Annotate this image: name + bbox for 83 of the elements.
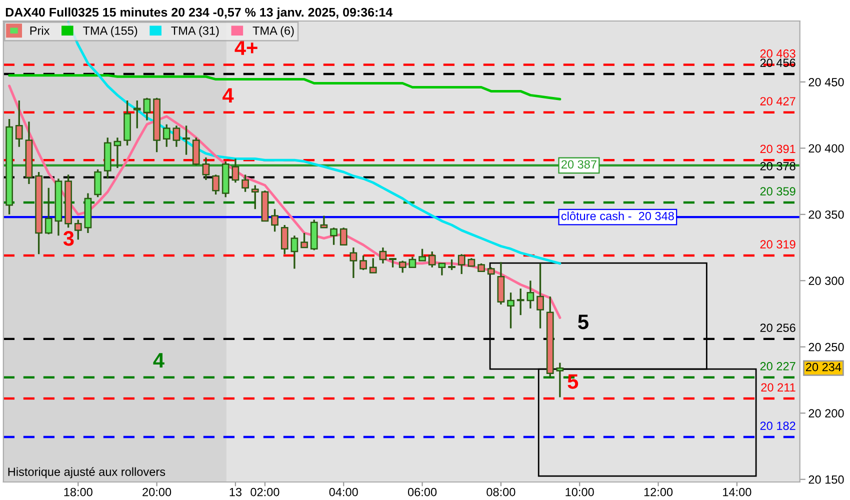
- candlestick: [133, 100, 141, 130]
- candlestick: [242, 174, 249, 193]
- ref-line-label: 20 319: [760, 240, 796, 249]
- candlestick: [408, 256, 416, 268]
- candlestick: [172, 124, 180, 148]
- y-tick-label: 20 350: [808, 210, 844, 219]
- annotation: 5: [568, 374, 578, 389]
- x-tick-label: 20:00: [142, 488, 172, 496]
- candlestick: [448, 258, 456, 271]
- line-series: [8, 74, 562, 100]
- ref-line-label: 20 359: [760, 187, 796, 196]
- candlestick: [379, 246, 387, 264]
- x-tick-label: 18:00: [64, 488, 92, 496]
- annotation: 4: [222, 88, 234, 103]
- candlestick: [251, 184, 259, 210]
- candlestick: [320, 214, 328, 228]
- annotation: 5: [578, 314, 588, 330]
- ref-line-label: 20 427: [760, 97, 796, 106]
- candlestick: [232, 158, 240, 184]
- candlestick: [458, 253, 466, 275]
- ref-line-label: clôture cash - 20 348: [561, 212, 674, 220]
- candlestick: [330, 226, 338, 246]
- y-tick-label: 20 450: [808, 78, 844, 86]
- text: 20 234: [806, 362, 842, 372]
- candlestick: [428, 250, 436, 268]
- candlestick: [350, 246, 358, 279]
- ref-line-label: 20 256: [760, 324, 796, 332]
- y-tick-label: 20 150: [808, 475, 844, 484]
- candlestick: [74, 218, 82, 240]
- candlestick: [507, 292, 514, 330]
- candlestick: [44, 187, 52, 236]
- x-tick-label: 13: [230, 488, 242, 496]
- candlestick: [526, 280, 534, 310]
- candlestick: [340, 226, 348, 246]
- candlestick: [271, 208, 278, 232]
- candlestick: [290, 234, 298, 270]
- candlestick: [202, 156, 210, 181]
- ref-line-label: 20 391: [760, 144, 796, 154]
- legend-label: TMA (31): [171, 26, 219, 38]
- candlestick: [438, 262, 446, 276]
- ref-line-label: 20 227: [760, 362, 796, 370]
- candlestick: [360, 254, 367, 271]
- x-tick-label: 06:00: [408, 488, 437, 496]
- x-tick-label: 04:00: [329, 488, 358, 496]
- candlestick: [556, 362, 564, 398]
- candlestick: [369, 257, 377, 274]
- annotation: 3: [63, 231, 74, 246]
- candlestick: [300, 232, 308, 248]
- candlestick: [15, 100, 23, 148]
- annotation: 4+: [234, 40, 258, 55]
- candlestick: [114, 136, 122, 169]
- candlestick: [192, 136, 200, 166]
- candlestick: [280, 224, 288, 255]
- chart-title: DAX40 Full0325 15 minutes 20 234 -0,57 % 13 janv. 2025, 09:36:14: [6, 8, 393, 20]
- candlestick: [516, 288, 524, 316]
- x-tick-label: 12:00: [644, 488, 673, 496]
- y-tick-label: 20 400: [808, 144, 844, 153]
- ref-line-label: 20 211: [761, 383, 796, 392]
- candlestick: [398, 260, 406, 274]
- y-tick-label: 20 250: [808, 342, 844, 352]
- y-tick-label: 20 200: [808, 409, 844, 418]
- annotation: Historique ajusté aux rollovers: [8, 467, 166, 478]
- candlestick: [162, 123, 170, 148]
- ref-line-label: 20 378: [760, 162, 796, 170]
- candlestick: [143, 97, 151, 122]
- ref-line-label: 20 463: [760, 49, 796, 58]
- candlestick: [536, 262, 544, 330]
- legend-label: Prix: [30, 26, 50, 35]
- candlestick: [212, 174, 220, 196]
- ref-line-label: 20 182: [760, 422, 796, 430]
- candlestick: [389, 257, 396, 268]
- y-tick-label: 20 300: [808, 276, 844, 286]
- x-tick-label: 14:00: [723, 488, 752, 496]
- x-tick-label: 10:00: [566, 488, 594, 496]
- annotation: 4: [153, 353, 164, 368]
- x-tick-label: 02:00: [250, 488, 280, 496]
- x-tick-label: 08:00: [486, 488, 516, 496]
- legend-label: TMA (155): [83, 26, 138, 38]
- candlestick: [418, 248, 426, 262]
- ref-line-label: 20 387: [562, 160, 596, 169]
- candlestick: [182, 124, 190, 156]
- candlestick: [94, 168, 102, 198]
- legend-label: TMA (6): [252, 26, 294, 38]
